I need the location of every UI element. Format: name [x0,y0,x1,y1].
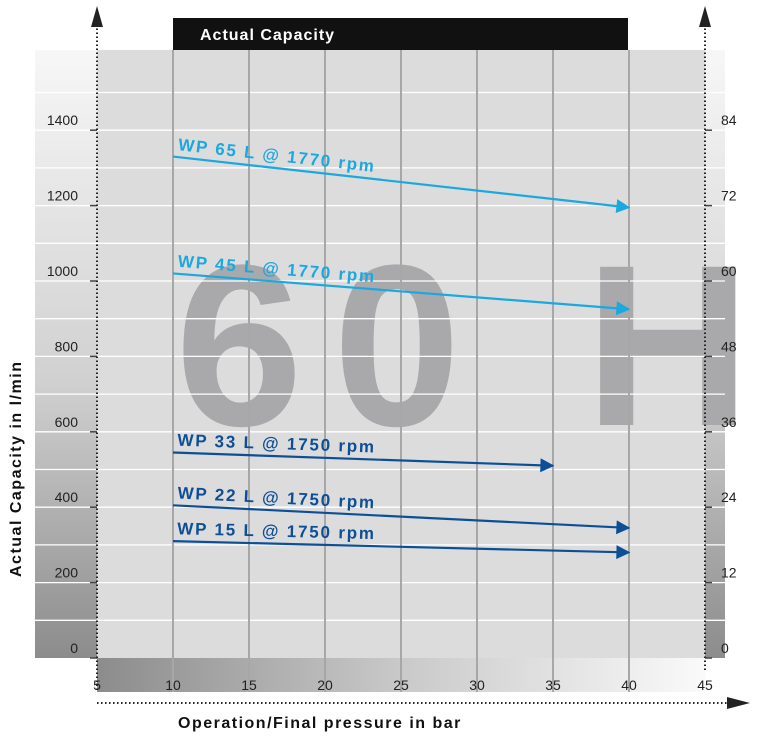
y-axis-title: Actual Capacity in l/min [8,361,25,577]
y2-tick-label: 84 [721,112,737,128]
y-axis-ticks: 0 200 400 600 800 1000 1200 1400 [47,112,97,659]
y2-tick-label: 0 [721,640,729,656]
bottom-axis-arrow [727,697,750,709]
right-axis-arrow [699,6,711,27]
x-tick-label: 25 [393,677,409,693]
x-tick-label: 20 [317,677,333,693]
y-tick-label: 200 [55,565,79,581]
y-tick-label: 1000 [47,263,78,279]
left-axis-arrow [91,6,103,27]
y-tick-label: 1200 [47,188,78,204]
x-tick-label: 10 [165,677,181,693]
series-line [172,504,631,535]
y-tick-label: 400 [55,489,79,505]
x-tick-label: 15 [241,677,257,693]
x-tick-label: 40 [621,677,637,693]
series-line [172,540,631,560]
y2-tick-label: 24 [721,489,737,505]
series-line [172,272,631,316]
series-label: WP 15 L @ 1750 rpm [177,519,376,543]
y-tick-label: 0 [70,640,78,656]
x-tick-label: 30 [469,677,485,693]
y2-axis-ticks: 0 12 24 36 48 60 72 84 [705,112,737,659]
chart-header-bar [173,18,628,50]
x-tick-label: 35 [545,677,561,693]
x-tick-label: 45 [697,677,713,693]
series-line [172,451,555,473]
y2-tick-label: 36 [721,414,737,430]
chart-title: Actual Capacity [200,27,335,44]
y2-tick-label: 60 [721,263,737,279]
y-tick-label: 1400 [47,112,78,128]
y2-tick-label: 12 [721,565,737,581]
y2-tick-label: 72 [721,188,737,204]
y2-tick-label: 48 [721,338,737,354]
y-tick-label: 800 [55,338,79,354]
x-axis-title: Operation/Final pressure in bar [178,715,462,732]
series-line [172,155,631,214]
y-tick-label: 600 [55,414,79,430]
